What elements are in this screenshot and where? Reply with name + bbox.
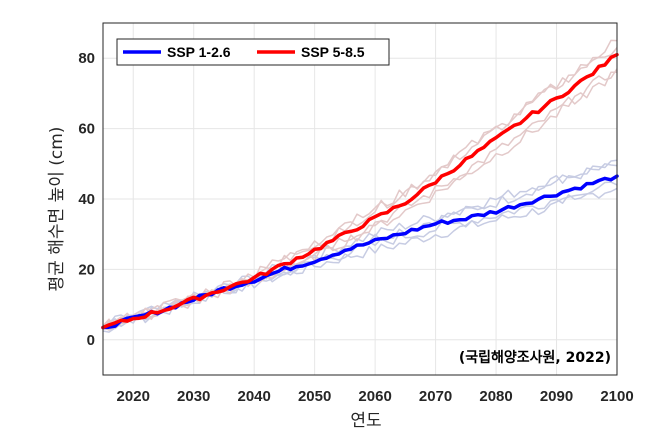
x-tick-label: 2040 <box>237 388 270 405</box>
series-line-ssp126 <box>101 174 619 330</box>
x-tick-label: 2060 <box>358 388 391 405</box>
y-tick-label: 0 <box>87 332 95 349</box>
legend-box <box>116 38 390 66</box>
x-tick-label: 2090 <box>540 388 573 405</box>
ensemble-line-ssp585 <box>102 68 618 330</box>
series-line-ssp585 <box>101 52 619 330</box>
y-axis-title: 평균 해수면 높이 (cm) <box>47 127 67 292</box>
ensemble-line-ssp585 <box>102 71 618 331</box>
series-lines <box>101 52 619 330</box>
y-tick-label: 20 <box>78 261 95 278</box>
x-tick-label: 2050 <box>298 388 331 405</box>
x-tick-label: 2080 <box>479 388 512 405</box>
y-tick-label: 80 <box>78 50 95 67</box>
y-tick-label: 40 <box>78 191 95 208</box>
x-tick-label: 2100 <box>600 388 633 405</box>
ensemble-line-ssp585 <box>102 47 618 330</box>
y-tick-label: 60 <box>78 121 95 138</box>
axis-ticks: 2020 2030 2040 2050 2060 2070 2080 2090 21000204… <box>78 50 633 405</box>
legend-label-ssp585: SSP 5-8.5 <box>301 44 365 60</box>
source-annotation: (국립해양조사원, 2022) <box>459 350 611 366</box>
legend: SSP 1-2.6 SSP 5-8.5 <box>116 38 390 66</box>
x-tick-label: 2030 <box>177 388 210 405</box>
x-axis-title: 연도 <box>350 411 381 431</box>
x-tick-label: 2070 <box>419 388 452 405</box>
legend-label-ssp126: SSP 1-2.6 <box>167 44 231 60</box>
x-tick-label: 2020 <box>117 388 150 405</box>
plot-frame <box>102 22 618 376</box>
